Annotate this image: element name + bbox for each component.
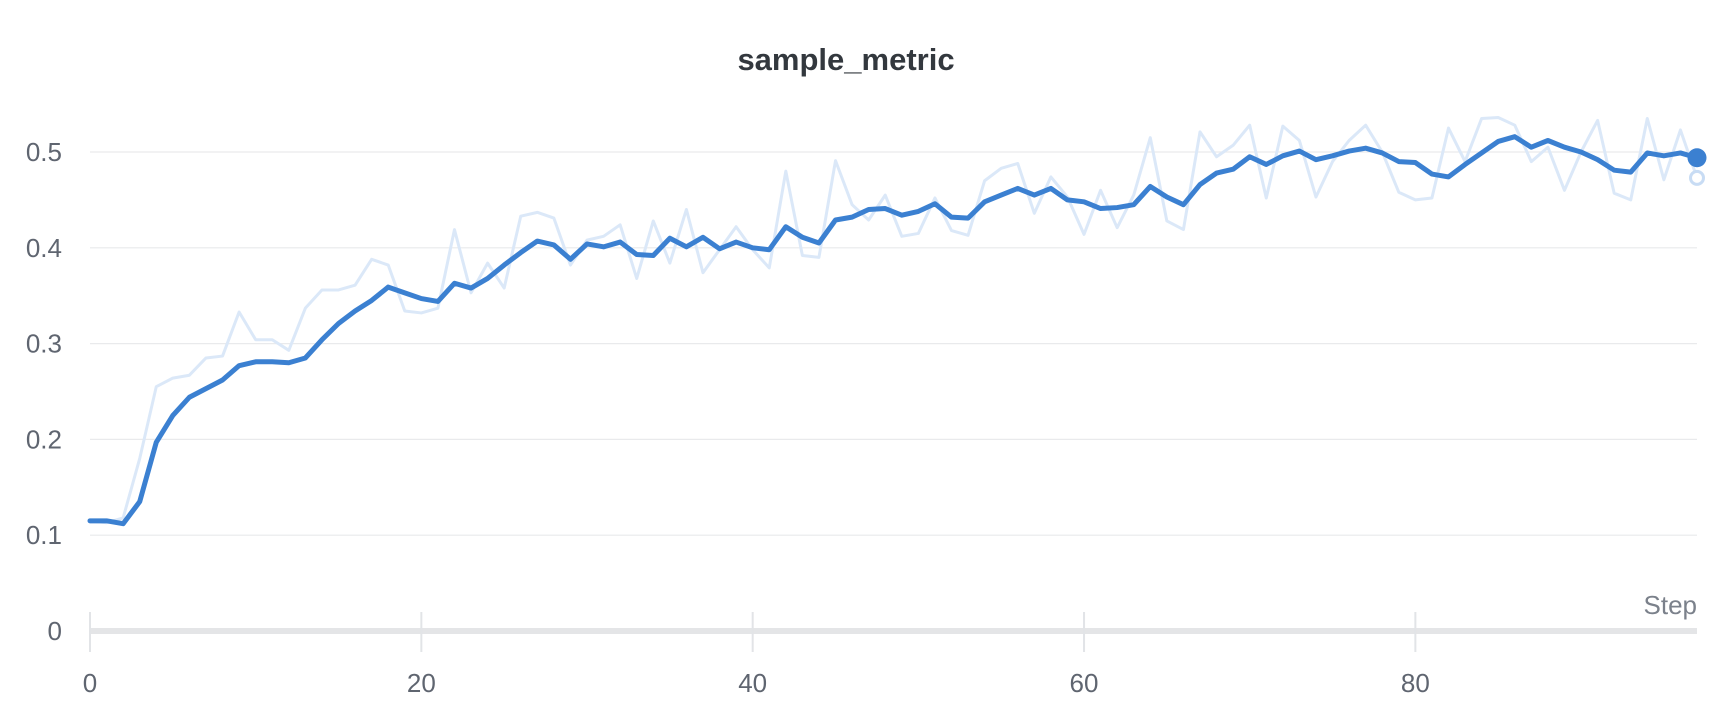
x-tick-label: 0	[83, 668, 97, 698]
x-tick-marks	[89, 612, 1417, 652]
x-axis-baseline	[90, 628, 1697, 634]
x-tick-label: 40	[738, 668, 767, 698]
x-tick-label: 80	[1401, 668, 1430, 698]
y-tick-label: 0.2	[26, 424, 62, 454]
chart-title: sample_metric	[737, 42, 954, 77]
y-tick-label: 0.5	[26, 137, 62, 167]
x-tick-label: 60	[1070, 668, 1099, 698]
series-lines	[87, 116, 1700, 527]
x-tick-label: 20	[407, 668, 436, 698]
gridlines	[90, 151, 1697, 536]
smoothed-line-path	[87, 134, 1700, 527]
y-tick-label: 0	[48, 616, 62, 646]
end-markers	[1687, 148, 1707, 186]
y-tick-label: 0.1	[26, 520, 62, 550]
smoothed-end-dot	[1687, 148, 1707, 168]
y-tick-labels: 0 0.1 0.2 0.3 0.4 0.5	[26, 137, 62, 646]
x-axis-title: Step	[1644, 590, 1698, 620]
x-tick-labels: 0 20 40 60 80	[83, 668, 1430, 698]
raw-line-path	[88, 116, 1699, 525]
raw-end-ring	[1689, 169, 1705, 186]
y-tick-label: 0.3	[26, 329, 62, 359]
y-tick-label: 0.4	[26, 233, 62, 263]
